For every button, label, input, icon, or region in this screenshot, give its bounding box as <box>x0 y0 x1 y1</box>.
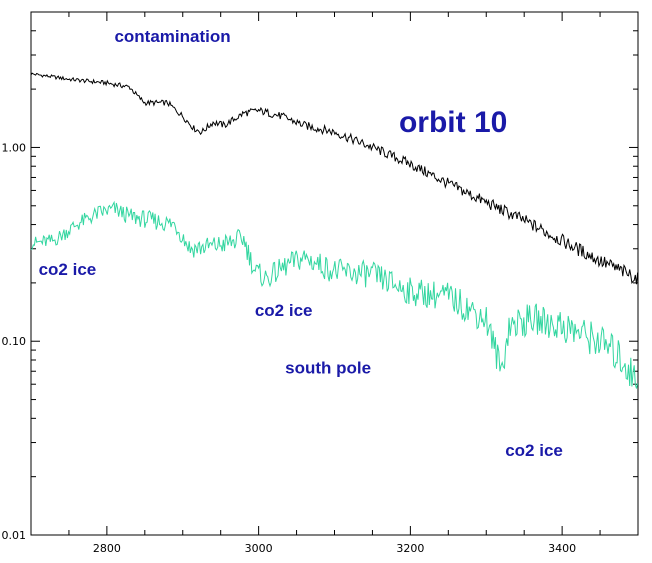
y-tick-label: 0.01 <box>2 529 27 542</box>
series-line <box>30 200 639 389</box>
annotation-label: co2 ice <box>255 301 313 320</box>
y-tick-label: 1.00 <box>2 141 27 154</box>
annotation-label: contamination <box>114 27 230 46</box>
annotations-layer: contamination orbit 10 co2 ice co2 ice south… <box>39 27 563 460</box>
axis-ticks: 2800 3000 3200 3400 0.01 0.10 1.00 <box>2 11 638 555</box>
annotation-label: co2 ice <box>505 441 563 460</box>
annotation-label: orbit 10 <box>399 106 507 139</box>
annotation-label: south pole <box>285 359 371 378</box>
annotation-label: co2 ice <box>39 260 97 279</box>
x-tick-label: 3000 <box>245 542 273 555</box>
y-tick-label: 0.10 <box>2 335 27 348</box>
series-layer <box>30 72 639 389</box>
series-line <box>30 72 639 285</box>
x-tick-label: 2800 <box>93 542 121 555</box>
x-tick-label: 3400 <box>548 542 576 555</box>
x-tick-label: 3200 <box>396 542 424 555</box>
